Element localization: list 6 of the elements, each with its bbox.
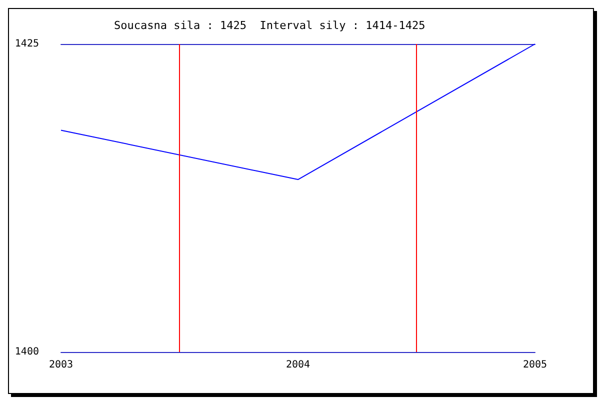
y-tick-label: 1400 — [14, 346, 39, 358]
x-tick-label: 2003 — [48, 360, 74, 370]
x-tick-label: 2005 — [522, 360, 548, 370]
chart-title: Soucasna sila : 1425 Interval sily : 1414-1425 — [114, 19, 426, 32]
x-tick-label: 2004 — [286, 360, 310, 370]
y-tick-label: 1425 — [14, 38, 39, 50]
